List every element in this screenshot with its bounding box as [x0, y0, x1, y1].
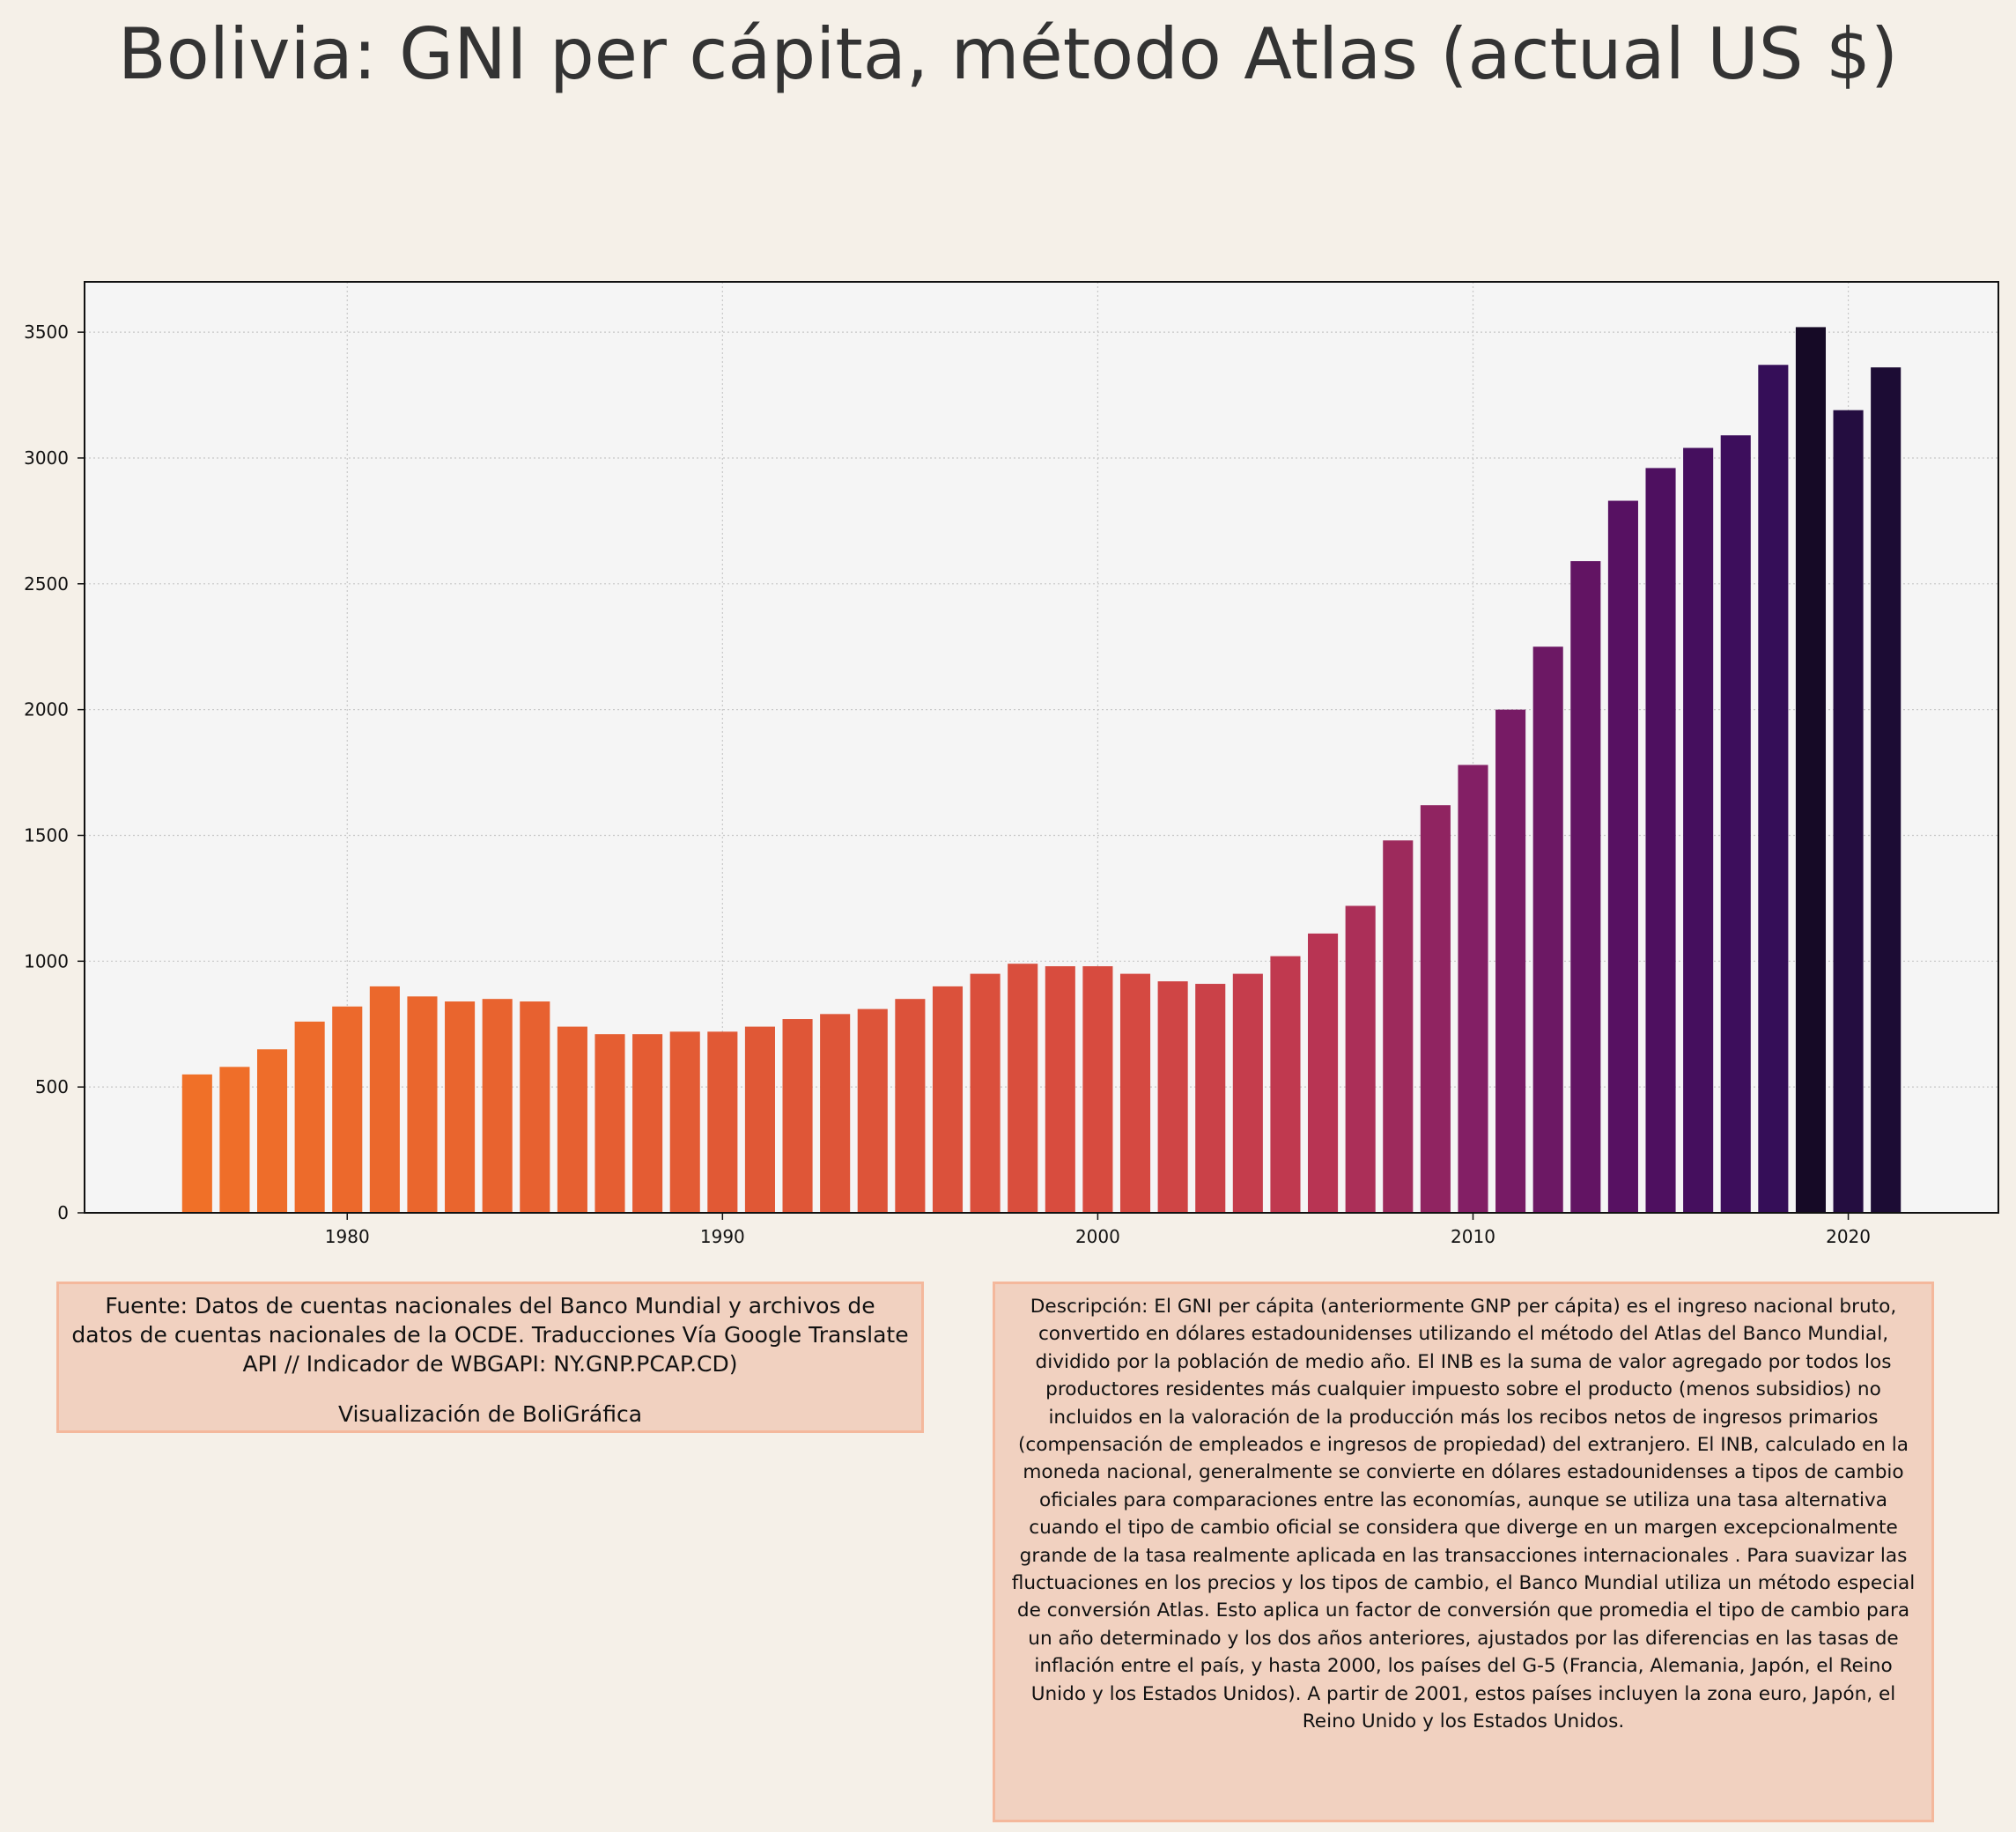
credit-text: Visualización de BoliGráfica — [337, 1401, 643, 1427]
bar-1985 — [520, 1001, 550, 1213]
bar-2002 — [1157, 981, 1188, 1213]
bar-2017 — [1720, 435, 1751, 1213]
y-tick-label: 1000 — [24, 950, 69, 971]
bar-1999 — [1045, 966, 1075, 1213]
plot-area — [85, 282, 1998, 1213]
bar-2007 — [1345, 905, 1376, 1213]
bar-2005 — [1270, 956, 1301, 1213]
bar-1997 — [970, 973, 1001, 1213]
source-text: Fuente: Datos de cuentas nacionales del … — [71, 1293, 909, 1377]
x-tick-label: 2000 — [1075, 1226, 1120, 1247]
y-tick-label: 500 — [35, 1076, 69, 1097]
bar-1994 — [857, 1008, 888, 1213]
bar-1977 — [219, 1067, 250, 1213]
bar-2012 — [1532, 646, 1563, 1213]
bar-2001 — [1119, 973, 1151, 1213]
bar-1984 — [482, 999, 513, 1213]
bar-1996 — [932, 986, 964, 1213]
bar-1979 — [294, 1021, 325, 1213]
bar-1980 — [332, 1006, 363, 1213]
bar-1992 — [782, 1019, 813, 1213]
bar-1988 — [632, 1034, 663, 1213]
bar-2010 — [1458, 765, 1488, 1213]
y-tick-label: 2500 — [24, 573, 69, 595]
y-tick-label: 3000 — [24, 447, 69, 469]
bar-1978 — [256, 1049, 288, 1213]
bar-1976 — [181, 1074, 212, 1213]
bar-2018 — [1758, 365, 1789, 1214]
bar-2015 — [1645, 468, 1676, 1213]
bar-series — [181, 327, 1902, 1214]
bar-1981 — [369, 986, 400, 1213]
bar-1986 — [557, 1026, 587, 1213]
bar-1991 — [744, 1026, 775, 1213]
plot-frame — [84, 281, 1999, 1214]
bar-2011 — [1495, 709, 1526, 1213]
bar-1995 — [895, 999, 926, 1213]
x-tick-label: 2020 — [1826, 1226, 1871, 1247]
bar-1993 — [820, 1014, 851, 1213]
bar-2021 — [1871, 367, 1902, 1213]
axis-ticks: 1980 1990 2000 2010 2020 0 500 1000 1500 2000 2500… — [24, 321, 1871, 1247]
description-text: Descripción: El GNI per cápita (anterior… — [1011, 1296, 1916, 1733]
bar-2009 — [1420, 805, 1451, 1213]
bar-1987 — [594, 1034, 625, 1213]
y-tick-label: 1500 — [24, 824, 69, 846]
bar-2020 — [1833, 410, 1864, 1213]
y-tick-label: 0 — [57, 1202, 69, 1223]
source-note: Fuente: Datos de cuentas nacionales del … — [56, 1282, 924, 1433]
bar-2008 — [1383, 840, 1414, 1213]
chart: 1980 1990 2000 2010 2020 0 500 1000 1500 2000 2500… — [24, 281, 1999, 1247]
y-tick-label: 3500 — [24, 321, 69, 343]
bar-2014 — [1607, 500, 1638, 1213]
bar-1998 — [1008, 964, 1038, 1213]
bar-1989 — [669, 1031, 700, 1213]
bar-1983 — [445, 1001, 476, 1213]
description-note: Descripción: El GNI per cápita (anterior… — [993, 1282, 1934, 1822]
bar-2004 — [1232, 973, 1263, 1213]
x-tick-label: 2010 — [1451, 1226, 1495, 1247]
bar-2016 — [1683, 447, 1714, 1213]
bar-1982 — [407, 996, 438, 1213]
y-tick-label: 2000 — [24, 699, 69, 720]
bar-2006 — [1308, 933, 1339, 1213]
bar-2000 — [1082, 966, 1113, 1213]
bar-2019 — [1795, 327, 1827, 1213]
bar-1990 — [707, 1031, 738, 1213]
x-tick-label: 1980 — [325, 1226, 370, 1247]
x-tick-label: 1990 — [700, 1226, 745, 1247]
bar-2003 — [1195, 984, 1226, 1213]
page-title: Bolivia: GNI per cápita, método Atlas (a… — [117, 13, 1899, 95]
bar-2013 — [1570, 561, 1601, 1213]
